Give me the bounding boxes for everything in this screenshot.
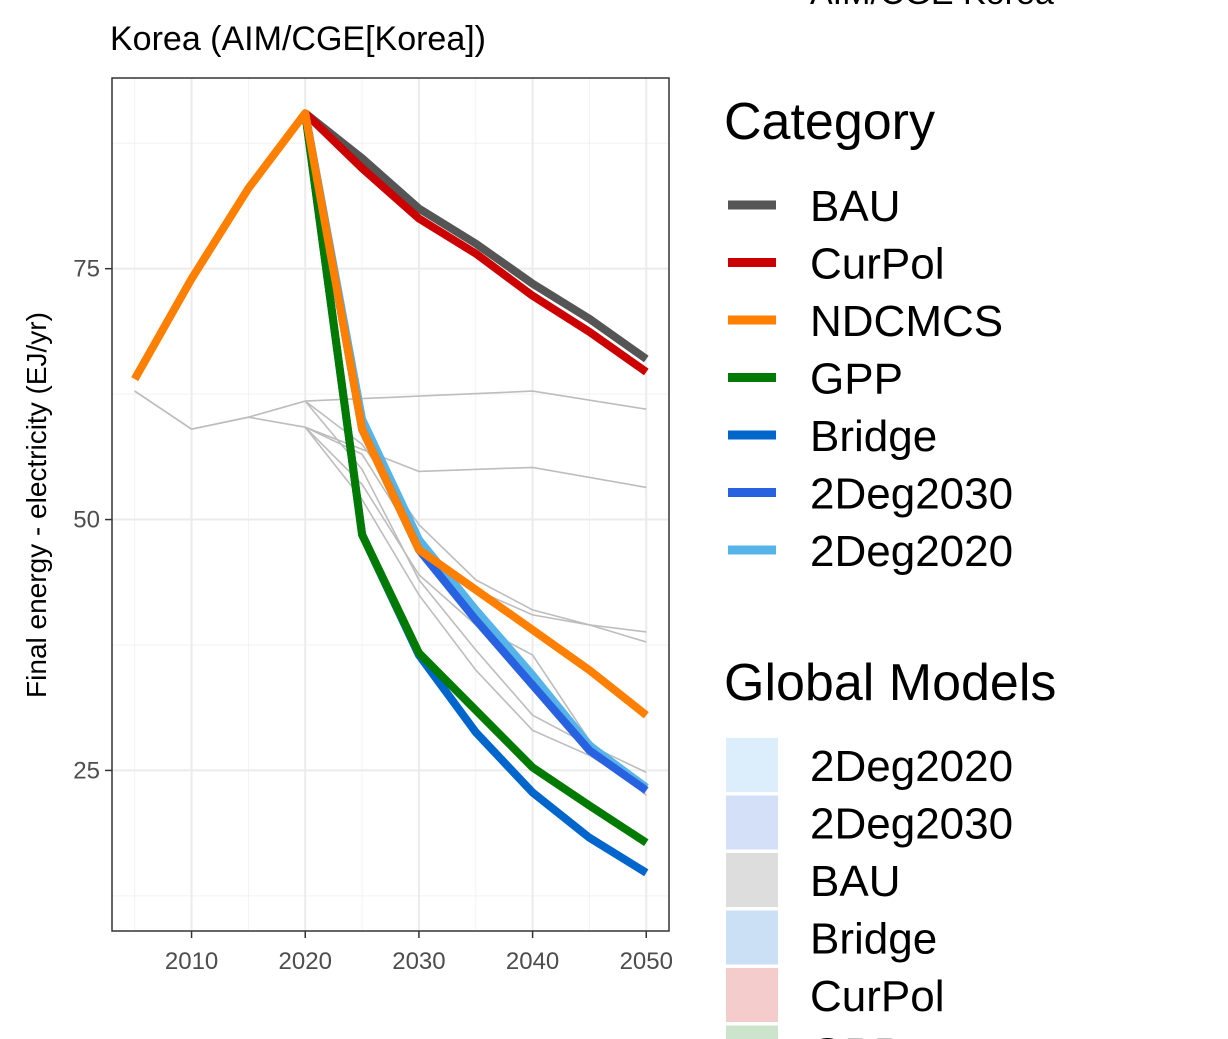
global-models-legend-key-2deg2020	[726, 738, 778, 792]
y-tick-label-50: 50	[73, 507, 100, 534]
category-legend-title: Category	[724, 93, 935, 151]
grid-minor	[112, 78, 669, 931]
global-models-legend-label-curpol: CurPol	[810, 972, 945, 1021]
y-tick-label-25: 25	[73, 757, 100, 784]
category-legend-label-ndcmcs: NDCMCS	[810, 297, 1003, 346]
global-models-legend-key-2deg2030	[726, 795, 778, 850]
global-models-legend-label-2deg2020: 2Deg2020	[810, 742, 1013, 791]
global-models-legend-key-bridge	[726, 910, 778, 965]
series-line-bau	[302, 109, 649, 363]
category-legend: Category BAU CurPol NDCMCS GPP Bridge 2Deg2030…	[724, 93, 1013, 576]
global-model-line-0	[134, 390, 647, 431]
x-tick-label-2050: 2050	[620, 948, 673, 975]
global-models-legend-key-curpol	[726, 968, 778, 1022]
x-tick-label-2040: 2040	[506, 948, 559, 975]
category-legend-label-bridge: Bridge	[810, 412, 937, 461]
global-models-legend-label-gpp: GPP	[810, 1030, 903, 1039]
category-legend-label-2deg2030: 2Deg2030	[810, 470, 1013, 519]
global-models-legend-key-bau	[726, 853, 778, 907]
y-tick-label-75: 75	[73, 256, 100, 283]
chart-title: Korea (AIM/CGE[Korea])	[110, 20, 486, 58]
series-line-gpp	[301, 112, 649, 847]
series-lines	[131, 109, 649, 877]
global-models-legend: Global Models 2Deg2020 2Deg2030 BAU Bridge Cu…	[724, 654, 1056, 1039]
global-models-legend-label-bau: BAU	[810, 857, 900, 906]
y-axis-title: Final energy - electricity (EJ/yr)	[21, 312, 52, 698]
top-right-text: AIM/CGE Korea	[810, 0, 1054, 12]
x-tick-label-2020: 2020	[279, 948, 332, 975]
global-model-line-5	[304, 426, 647, 792]
global-models-legend-label-2deg2030: 2Deg2030	[810, 800, 1013, 849]
category-legend-label-bau: BAU	[810, 182, 900, 231]
y-axis: 25 50 75	[73, 256, 112, 784]
x-axis: 2010 2020 2030 2040 2050	[165, 931, 673, 975]
x-tick-label-2010: 2010	[165, 948, 218, 975]
global-models-legend-label-bridge: Bridge	[810, 915, 937, 964]
global-models-legend-key-gpp	[726, 1025, 778, 1039]
series-line-curpol	[302, 110, 649, 376]
category-legend-label-2deg2020: 2Deg2020	[810, 527, 1013, 576]
series-line-ndcmcs	[131, 109, 649, 719]
category-legend-label-curpol: CurPol	[810, 240, 945, 289]
global-models-legend-title: Global Models	[724, 654, 1056, 712]
category-legend-label-gpp: GPP	[810, 355, 903, 404]
plot-panel-border	[111, 77, 670, 932]
x-tick-label-2030: 2030	[392, 948, 445, 975]
